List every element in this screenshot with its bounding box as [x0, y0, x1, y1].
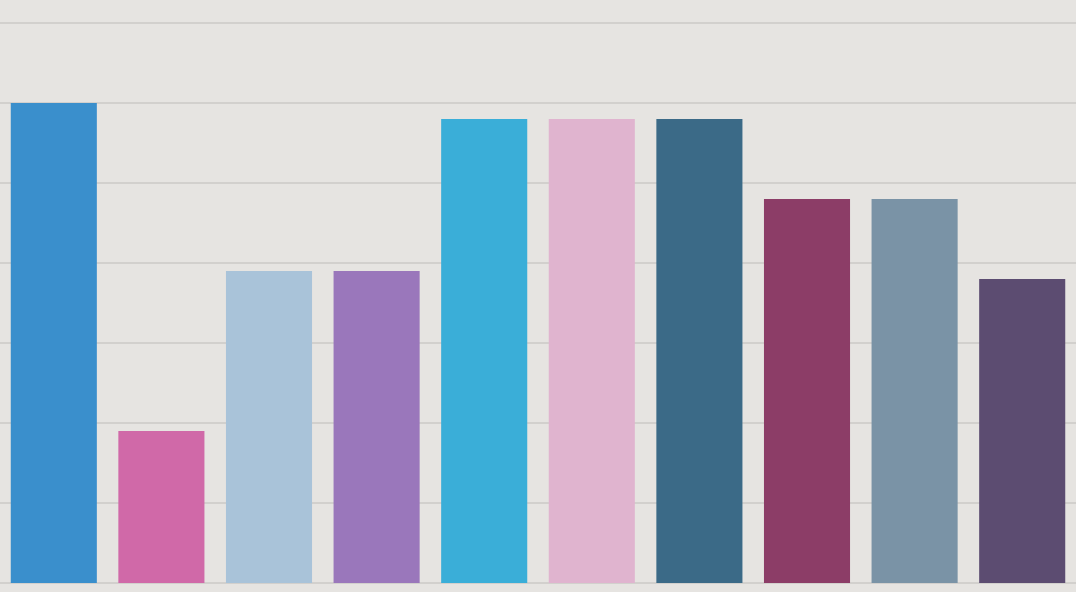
- bar: [548, 119, 635, 583]
- bar: [656, 119, 743, 583]
- bar: [979, 279, 1066, 583]
- bar: [118, 431, 205, 583]
- bar: [763, 199, 851, 583]
- bar: [871, 199, 958, 583]
- bar: [225, 271, 313, 583]
- bar: [441, 119, 528, 583]
- bar: [333, 271, 420, 583]
- bar: [10, 103, 97, 583]
